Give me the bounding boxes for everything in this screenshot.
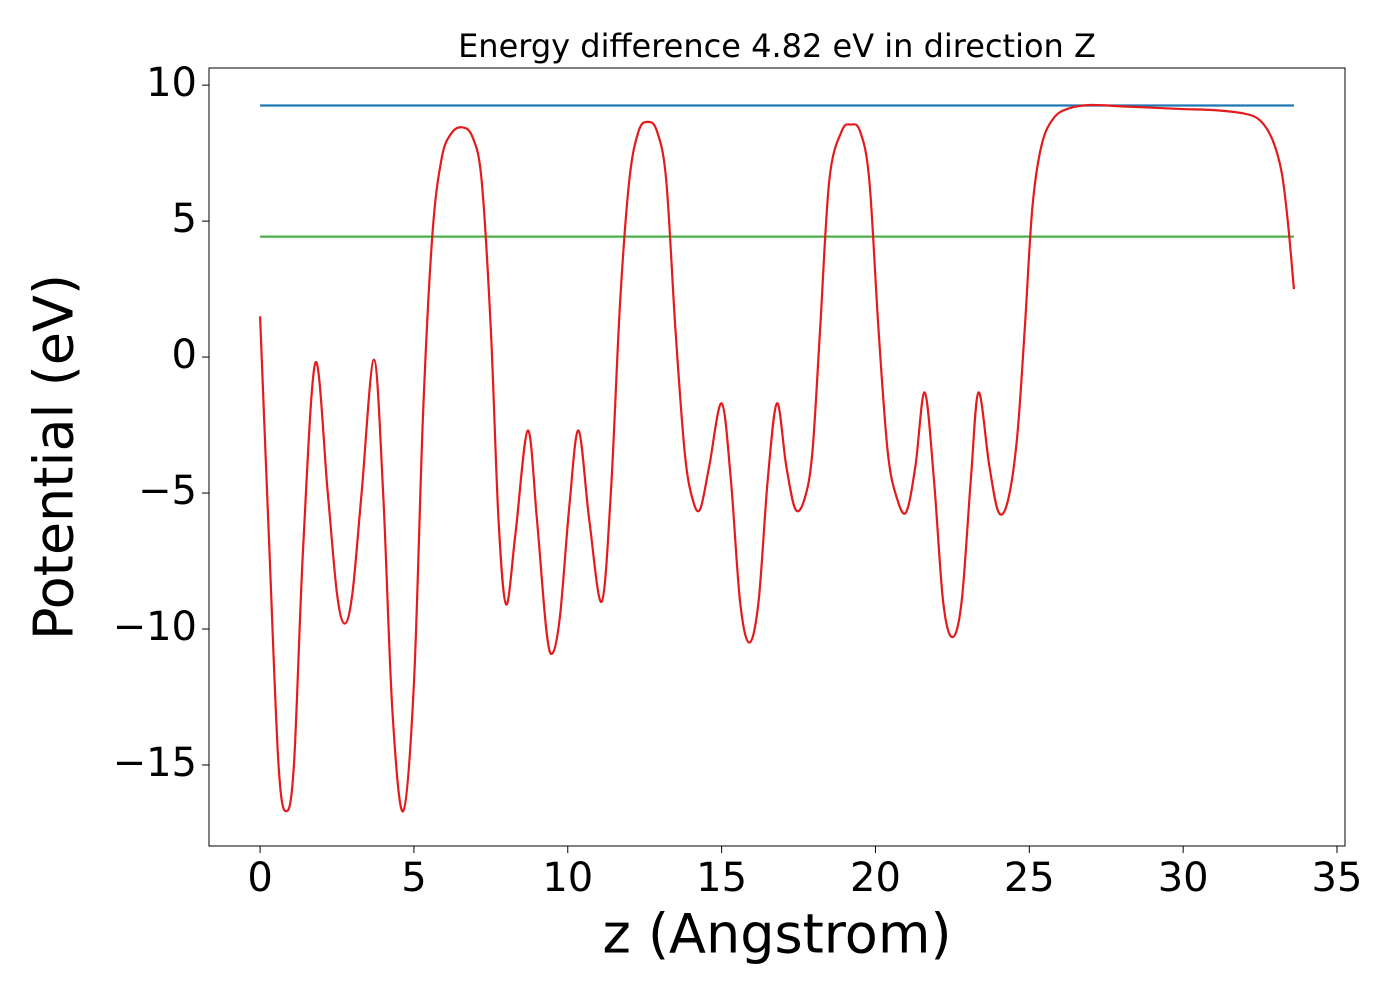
y-tick-label: −10 [113,604,197,650]
chart-title: Energy difference 4.82 eV in direction Z [458,27,1096,65]
x-tick-label: 15 [696,855,747,901]
x-tick-label: 20 [850,855,901,901]
line-series [258,103,1296,813]
y-tick-label: −15 [113,740,197,786]
y-axis-label: Potential (eV) [23,274,86,640]
y-tick-label: −5 [138,468,197,514]
x-tick-label: 35 [1312,855,1363,901]
x-tick-label: 25 [1004,855,1055,901]
y-tick-label: 0 [172,332,197,378]
x-tick-label: 5 [401,855,426,901]
x-tick-label: 0 [247,855,272,901]
x-axis-label: z (Angstrom) [602,903,951,966]
y-tick-label: 10 [146,60,197,106]
x-tick-label: 30 [1158,855,1209,901]
x-tick-label: 10 [542,855,593,901]
y-tick-label: 5 [172,196,197,242]
plot-frame [208,67,1346,847]
